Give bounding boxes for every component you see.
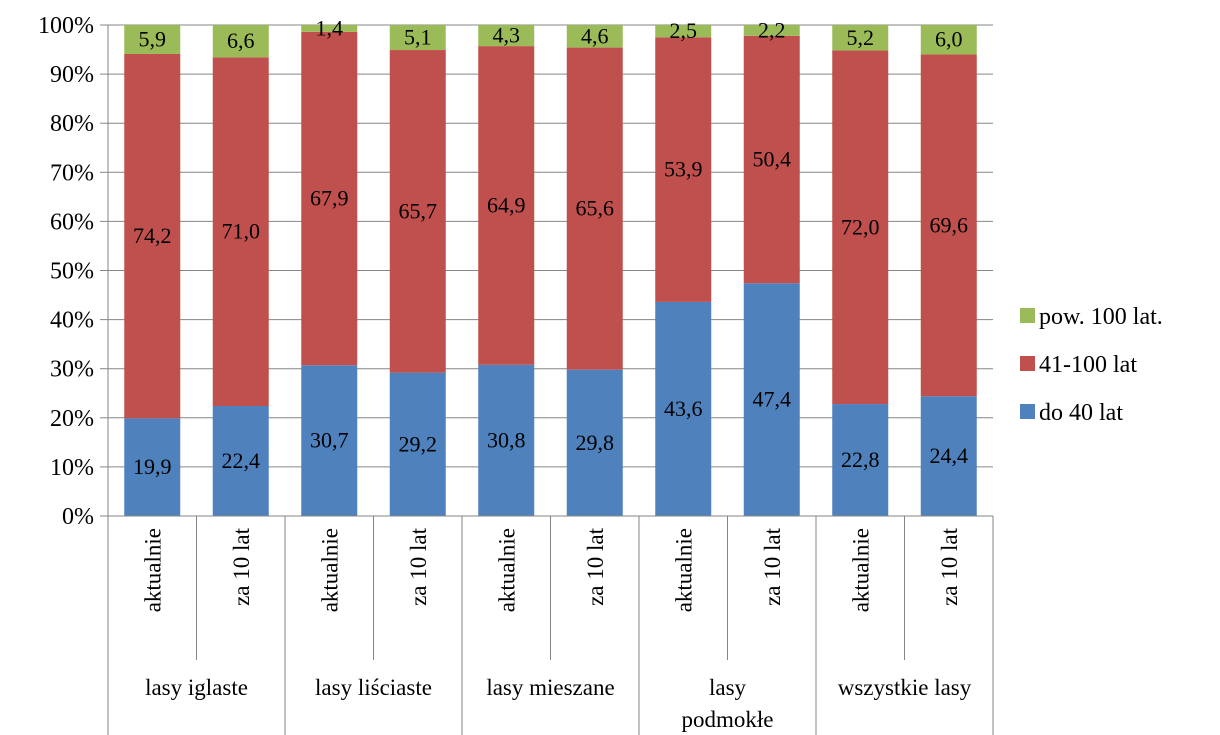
bar-segment bbox=[832, 404, 889, 516]
y-tick-label: 40% bbox=[50, 308, 94, 334]
data-label: 65,6 bbox=[576, 196, 615, 221]
data-label: 2,2 bbox=[758, 17, 786, 42]
bar-segment bbox=[655, 301, 712, 516]
y-tick-label: 100% bbox=[38, 13, 94, 39]
y-tick-label: 50% bbox=[50, 259, 94, 285]
x-category-label: aktualnie bbox=[317, 528, 342, 612]
legend-label: do 40 lat bbox=[1039, 400, 1123, 426]
bar-segment bbox=[655, 25, 712, 38]
legend: pow. 100 lat. 41-100 lat do 40 lat bbox=[1020, 304, 1163, 426]
x-category-label: aktualnie bbox=[494, 528, 519, 612]
bar-segment bbox=[301, 365, 358, 516]
data-label: 2,5 bbox=[670, 18, 698, 43]
bar-segment bbox=[212, 25, 269, 58]
bar-segment bbox=[389, 50, 446, 373]
data-label: 74,2 bbox=[133, 223, 172, 248]
y-tick-label: 70% bbox=[50, 160, 94, 186]
data-label: 30,8 bbox=[487, 427, 526, 452]
x-group-label: lasy liściaste bbox=[315, 675, 432, 700]
data-label: 53,9 bbox=[664, 157, 703, 182]
data-label: 67,9 bbox=[310, 186, 349, 211]
bar-segment bbox=[301, 31, 358, 366]
bar-segment bbox=[566, 47, 623, 370]
x-category-label: za 10 lat bbox=[583, 527, 608, 606]
legend-label: pow. 100 lat. bbox=[1039, 304, 1163, 330]
data-label: 19,9 bbox=[133, 454, 172, 479]
data-label: 1,4 bbox=[316, 15, 344, 40]
data-label: 22,8 bbox=[841, 447, 880, 472]
legend-swatch bbox=[1020, 404, 1035, 419]
bar-segment bbox=[478, 25, 535, 47]
data-labels: 19,9 74,2 5,9 22,4 71,0 6,6 30,7 67,9 1,4 29,2 65,… bbox=[133, 15, 968, 479]
bar-segment bbox=[566, 369, 623, 516]
x-category-label: aktualnie bbox=[671, 528, 696, 612]
bar-segment bbox=[124, 53, 181, 419]
bar-segment bbox=[212, 406, 269, 516]
data-label: 5,9 bbox=[139, 26, 167, 51]
bar-segment bbox=[124, 25, 181, 54]
x-group-label: lasy mieszane bbox=[486, 675, 614, 700]
bar-segment bbox=[920, 25, 977, 55]
data-label: 29,2 bbox=[399, 431, 438, 456]
data-label: 50,4 bbox=[753, 147, 792, 172]
x-category-label: aktualnie bbox=[848, 528, 873, 612]
x-category-label: za 10 lat bbox=[760, 527, 785, 606]
bar-segment bbox=[743, 283, 800, 516]
bar-segment bbox=[920, 54, 977, 397]
bar-segment bbox=[743, 25, 800, 36]
data-label: 24,4 bbox=[930, 443, 969, 468]
x-category-label: za 10 lat bbox=[937, 527, 962, 606]
y-tick-label: 0% bbox=[62, 504, 94, 530]
bar-segment bbox=[389, 372, 446, 516]
y-tick-label: 10% bbox=[50, 455, 94, 481]
bar-segment bbox=[478, 46, 535, 365]
data-label: 5,1 bbox=[404, 25, 432, 50]
x-category-label: aktualnie bbox=[140, 528, 165, 612]
bar-segment bbox=[832, 25, 889, 51]
bar-segment bbox=[655, 37, 712, 302]
x-category-label: za 10 lat bbox=[229, 527, 254, 606]
bar-segment bbox=[212, 57, 269, 407]
data-label: 5,2 bbox=[847, 25, 875, 50]
bar-segment bbox=[389, 25, 446, 51]
bar-segment bbox=[743, 35, 800, 284]
y-tick-label: 80% bbox=[50, 111, 94, 137]
bar-segment bbox=[566, 25, 623, 48]
axes: 0% 10% 20% 30% 40% 50% 60% 70% 80% 90% 100% aktualn… bbox=[38, 13, 994, 735]
y-tick-label: 20% bbox=[50, 406, 94, 432]
y-tick-label: 60% bbox=[50, 209, 94, 235]
x-group-label: lasy iglaste bbox=[145, 675, 248, 700]
legend-swatch bbox=[1020, 308, 1035, 323]
x-category-label: za 10 lat bbox=[406, 527, 431, 606]
bar-segment bbox=[301, 25, 358, 32]
data-label: 47,4 bbox=[753, 387, 792, 412]
data-label: 4,6 bbox=[581, 23, 609, 48]
data-label: 4,3 bbox=[493, 23, 521, 48]
data-label: 71,0 bbox=[222, 219, 261, 244]
y-tick-label: 30% bbox=[50, 357, 94, 383]
data-label: 43,6 bbox=[664, 396, 703, 421]
data-label: 30,7 bbox=[310, 428, 349, 453]
bars bbox=[124, 25, 977, 516]
data-label: 65,7 bbox=[399, 198, 438, 223]
x-group-label: wszystkie lasy bbox=[838, 675, 972, 700]
y-tick-label: 90% bbox=[50, 62, 94, 88]
data-label: 72,0 bbox=[841, 214, 880, 239]
legend-label: 41-100 lat bbox=[1039, 352, 1137, 378]
bar-segment bbox=[478, 364, 535, 516]
bar-segment bbox=[920, 396, 977, 516]
data-label: 22,4 bbox=[222, 448, 261, 473]
data-label: 69,6 bbox=[930, 212, 969, 237]
data-label: 6,6 bbox=[227, 28, 255, 53]
x-group-label: lasy podmokłe bbox=[682, 675, 774, 732]
legend-swatch bbox=[1020, 356, 1035, 371]
bar-segment bbox=[124, 418, 181, 516]
data-label: 64,9 bbox=[487, 192, 526, 217]
bar-segment bbox=[832, 50, 889, 405]
data-label: 6,0 bbox=[935, 27, 963, 52]
data-label: 29,8 bbox=[576, 430, 615, 455]
